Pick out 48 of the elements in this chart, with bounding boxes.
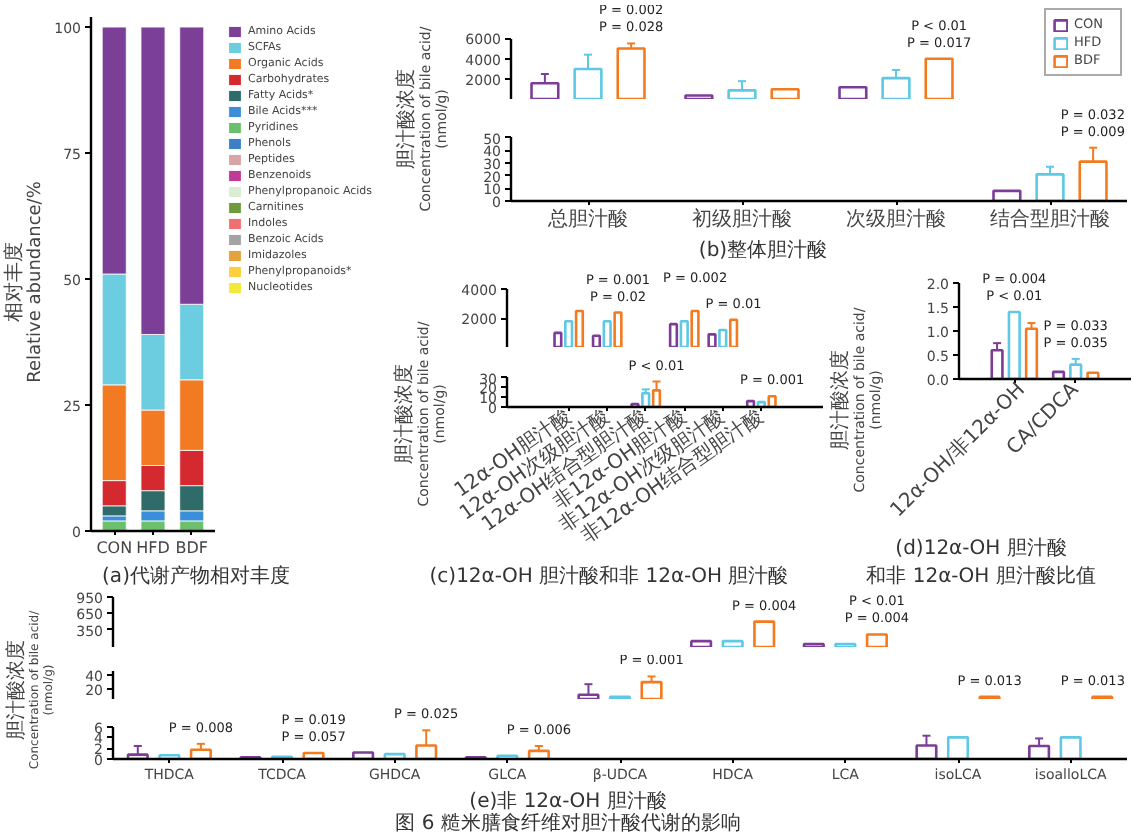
bar — [727, 89, 757, 99]
bar — [574, 309, 585, 347]
bar — [767, 394, 777, 407]
bar — [1024, 327, 1039, 379]
bar — [707, 333, 717, 347]
bar — [881, 76, 911, 99]
x-tick-label: 结合型胆汁酸 — [990, 207, 1110, 231]
bar — [613, 311, 623, 347]
bar — [728, 318, 739, 347]
x-tick-label: CON — [96, 539, 133, 557]
bar — [721, 639, 744, 647]
bar — [770, 88, 800, 99]
bar — [1007, 310, 1021, 379]
bar — [865, 633, 888, 647]
bar — [530, 81, 560, 99]
bar — [602, 319, 612, 347]
bar — [553, 331, 563, 347]
text: (d)12α-OH 胆汁酸和非 12α-OH 胆汁酸比值 — [866, 536, 1096, 588]
x-tick-label: BDF — [175, 539, 209, 557]
bar — [564, 319, 574, 347]
bar — [591, 334, 602, 347]
bar — [1051, 370, 1066, 379]
bar — [668, 322, 679, 347]
text: (c)12α-OH 胆汁酸和非 12α-OH 胆汁酸 — [429, 564, 789, 588]
bar — [1069, 363, 1083, 379]
bar — [924, 57, 954, 99]
bar — [753, 620, 776, 647]
text: (a)代谢产物相对丰度 — [102, 564, 290, 588]
y-axis-title: 相对丰度 Relative abundance/% — [2, 180, 46, 383]
x-tick-label: 总胆汁酸 — [546, 207, 628, 231]
bar — [651, 389, 662, 407]
bar — [679, 319, 689, 347]
bar — [838, 85, 868, 99]
bar — [718, 328, 728, 347]
bar — [616, 47, 646, 99]
text: (b)整体胆汁酸 — [698, 238, 828, 262]
x-tick-label: 次级胆汁酸 — [846, 207, 946, 231]
bar — [756, 400, 766, 407]
bar — [690, 309, 700, 347]
bar — [1086, 371, 1100, 379]
bar — [990, 349, 1004, 379]
bar — [158, 753, 181, 759]
bar — [641, 391, 651, 407]
x-tick-label: HFD — [136, 539, 170, 557]
x-tick-label: 初级胆汁酸 — [692, 207, 792, 231]
text: (e)非 12α-OH 胆汁酸 — [469, 789, 667, 813]
bar — [745, 399, 756, 407]
bar — [690, 639, 713, 647]
